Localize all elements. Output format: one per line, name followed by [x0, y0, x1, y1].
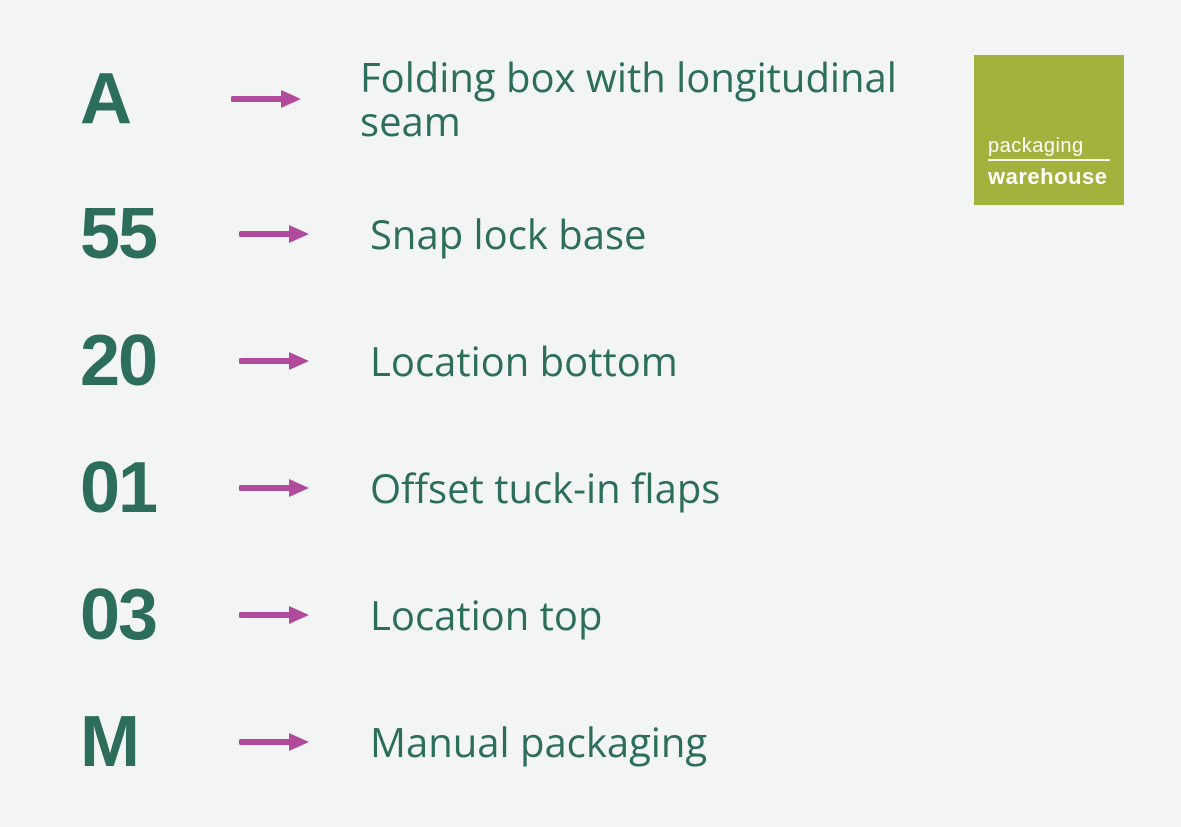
code-label: 01	[80, 452, 220, 524]
code-label: 20	[80, 325, 220, 397]
code-label: 55	[80, 198, 220, 270]
description-label: Manual packaging	[370, 720, 707, 764]
description-label: Location bottom	[370, 339, 678, 383]
logo-line-1: packaging	[988, 135, 1110, 157]
code-label: A	[80, 63, 214, 135]
legend-rows: A Folding box with longitudinal seam 55 …	[80, 55, 900, 827]
list-item: 55 Snap lock base	[80, 198, 900, 270]
infographic-canvas: A Folding box with longitudinal seam 55 …	[0, 0, 1181, 827]
arrow-icon	[230, 603, 320, 627]
logo-line-2: warehouse	[988, 159, 1110, 189]
code-label: 03	[80, 579, 220, 651]
list-item: 20 Location bottom	[80, 325, 900, 397]
code-label: M	[80, 706, 220, 778]
arrow-icon	[224, 87, 310, 111]
description-label: Folding box with longitudinal seam	[360, 55, 900, 143]
brand-logo: packaging warehouse	[974, 55, 1124, 205]
list-item: 03 Location top	[80, 579, 900, 651]
list-item: M Manual packaging	[80, 706, 900, 778]
list-item: 01 Offset tuck-in flaps	[80, 452, 900, 524]
arrow-icon	[230, 222, 320, 246]
arrow-icon	[230, 349, 320, 373]
arrow-icon	[230, 730, 320, 754]
list-item: A Folding box with longitudinal seam	[80, 55, 900, 143]
arrow-icon	[230, 476, 320, 500]
description-label: Location top	[370, 593, 602, 637]
description-label: Snap lock base	[370, 212, 647, 256]
description-label: Offset tuck-in flaps	[370, 466, 720, 510]
